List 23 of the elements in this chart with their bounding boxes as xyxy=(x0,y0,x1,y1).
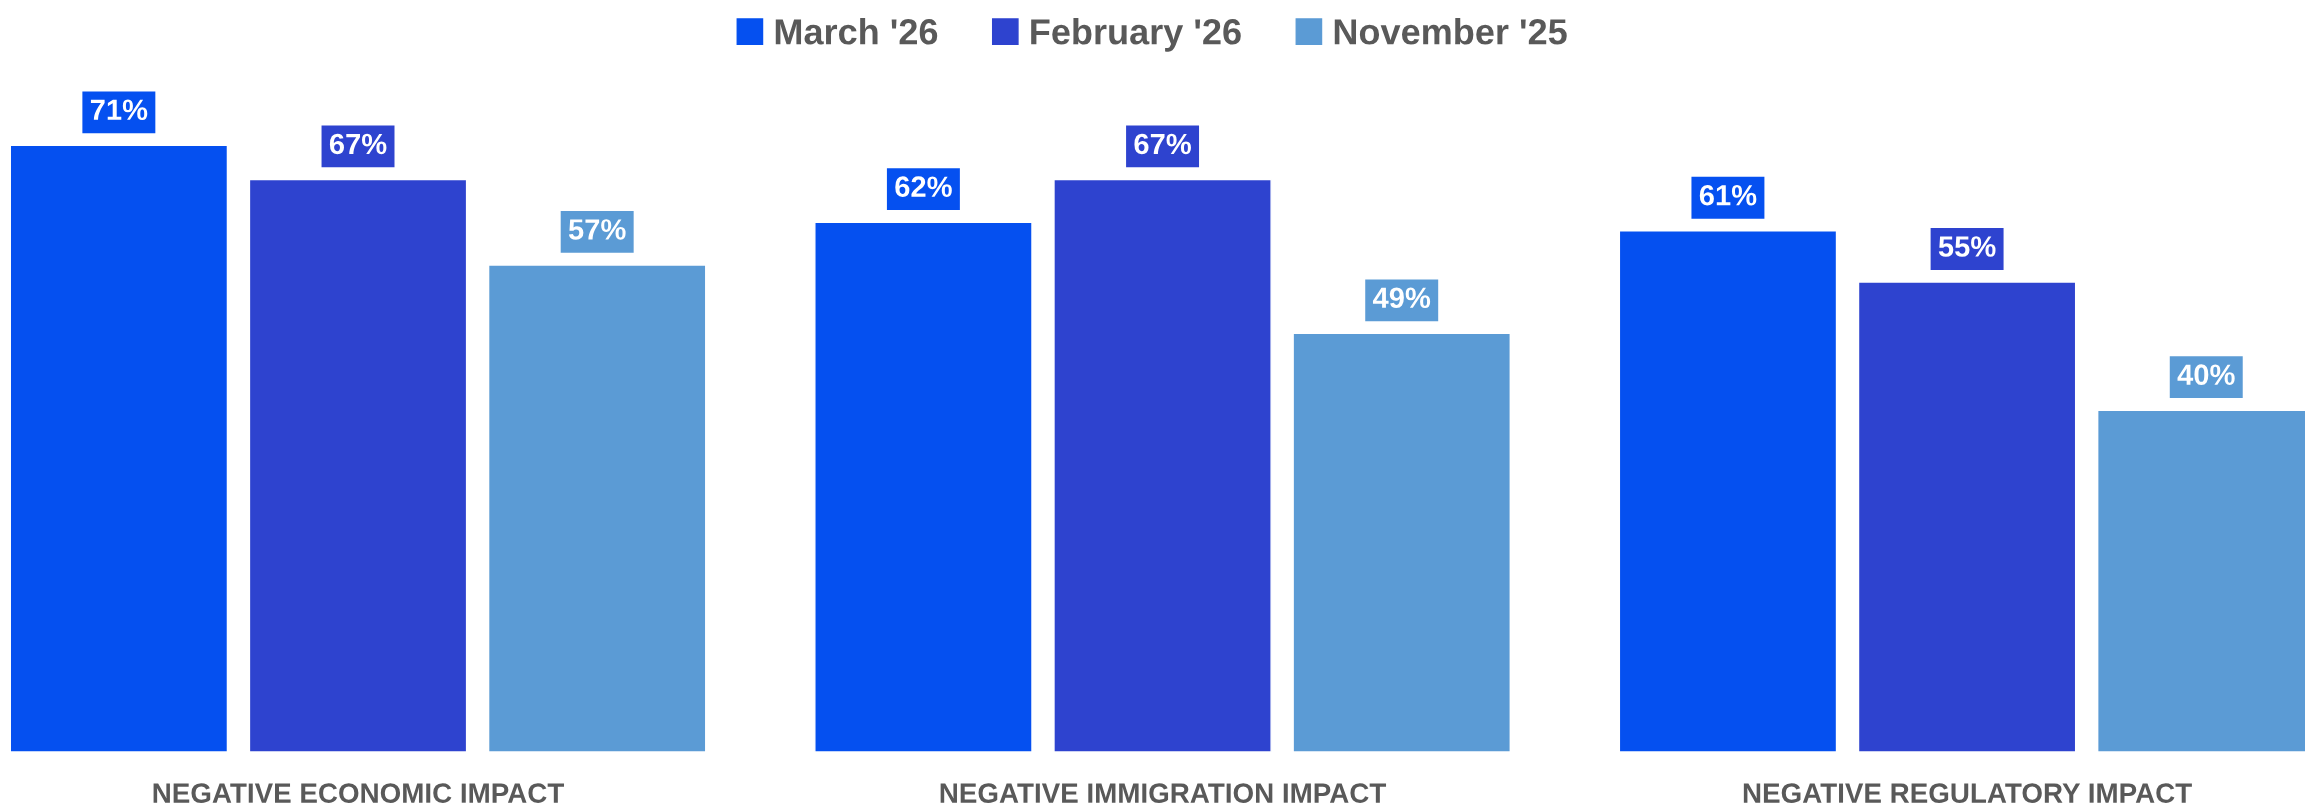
bar xyxy=(1618,230,1838,752)
bar xyxy=(814,221,1033,752)
x-tick-label: NEGATIVE ECONOMIC IMPACT xyxy=(153,783,565,803)
data-label: 40% xyxy=(2177,364,2235,386)
data-label: 55% xyxy=(1938,236,1996,257)
data-label: 49% xyxy=(1372,287,1431,309)
legend-label: February '26 xyxy=(1031,18,1241,52)
bar xyxy=(248,178,468,752)
legend-label: March '26 xyxy=(775,18,938,45)
bar xyxy=(487,264,707,752)
x-tick-label: NEGATIVE REGULATORY IMPACT xyxy=(1743,783,2192,803)
data-label: 61% xyxy=(1699,184,1757,206)
bar xyxy=(1292,332,1511,752)
legend-label: November '25 xyxy=(1334,18,1567,45)
bar xyxy=(1857,281,2077,752)
data-label: 62% xyxy=(895,176,952,198)
bar xyxy=(9,144,229,752)
data-label: 71% xyxy=(90,99,148,121)
data-label: 67% xyxy=(1134,133,1191,155)
x-tick-label: NEGATIVE IMMIGRATION IMPACT xyxy=(940,783,1387,803)
data-label: 57% xyxy=(568,219,626,240)
data-label: 67% xyxy=(329,133,387,155)
bar xyxy=(1053,178,1272,752)
